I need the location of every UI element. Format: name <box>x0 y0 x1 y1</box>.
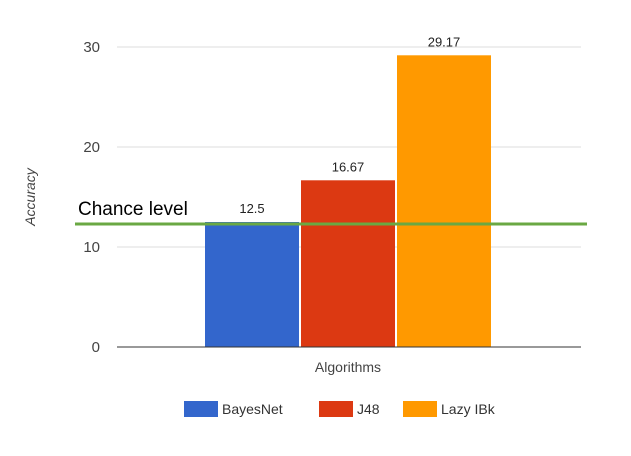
reference-line: Chance level <box>75 199 587 226</box>
legend-swatch <box>319 401 353 417</box>
legend-item: J48 <box>319 401 380 417</box>
data-label: 16.67 <box>332 159 365 174</box>
legend-swatch <box>403 401 437 417</box>
y-axis-label: Accuracy <box>22 167 38 227</box>
y-tick-label: 10 <box>83 239 100 256</box>
chance-level-label: Chance level <box>78 199 188 220</box>
legend-label: BayesNet <box>222 401 283 417</box>
y-tick-label: 0 <box>92 339 100 356</box>
legend-swatch <box>184 401 218 417</box>
y-tick-labels: 0 10 20 30 <box>83 39 100 356</box>
legend-item: Lazy IBk <box>403 401 496 417</box>
bar-lazy-ibk <box>397 55 491 348</box>
bar-bayesnet <box>205 222 299 347</box>
y-tick-label: 30 <box>83 39 100 56</box>
data-labels: 12.5 16.67 29.17 <box>239 34 460 216</box>
legend: BayesNet J48 Lazy IBk <box>184 401 496 417</box>
legend-label: J48 <box>357 401 380 417</box>
bars <box>205 55 491 348</box>
x-axis-label: Algorithms <box>315 359 381 375</box>
legend-item: BayesNet <box>184 401 283 417</box>
data-label: 29.17 <box>428 34 461 49</box>
legend-label: Lazy IBk <box>441 401 496 417</box>
y-tick-label: 20 <box>83 139 100 156</box>
data-label: 12.5 <box>239 201 264 216</box>
bar-j48 <box>301 180 395 347</box>
